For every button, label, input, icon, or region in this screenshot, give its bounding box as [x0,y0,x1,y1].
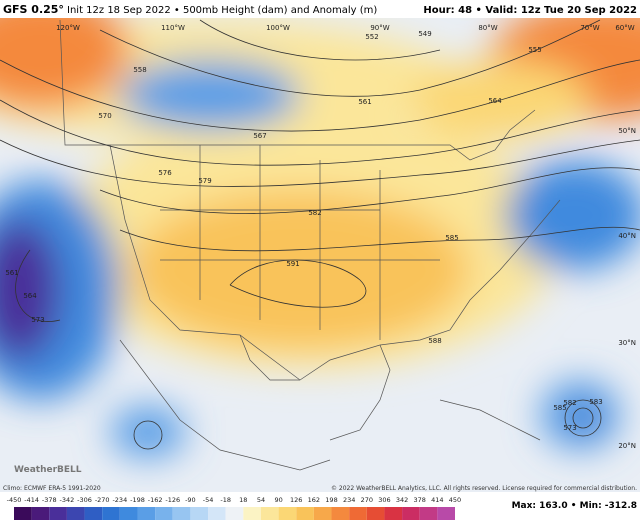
color-scale-label: 414 [431,496,443,504]
contour-label: 573 [31,316,44,324]
longitude-label: 90°W [370,24,389,32]
color-scale-label: 306 [378,496,390,504]
color-scale-swatch [102,507,120,520]
color-scale-label: -18 [220,496,231,504]
contour-label: 582 [308,209,321,217]
color-scale-swatch [31,507,50,520]
color-scale-label: -306 [77,496,92,504]
color-scale-swatch [14,507,32,520]
color-scale-swatch [49,507,67,520]
contour-label: 558 [133,66,146,74]
longitude-label: 110°W [161,24,185,32]
contour-label: 564 [23,292,37,300]
header-subtitle: Init 12z 18 Sep 2022 • 500mb Height (dam… [67,5,377,16]
color-scale-label: -90 [185,496,196,504]
color-scale-swatch [260,507,279,520]
contour-label: 561 [5,269,18,277]
color-scale-label: 198 [325,496,337,504]
header-bar [0,0,640,18]
color-scale-swatch [349,507,367,520]
latitude-label: 50°N [618,127,636,135]
color-scale-swatch [366,507,385,520]
contour-label: 585 [445,234,458,242]
color-scale-label: 90 [274,496,282,504]
logo: WeatherBELL [14,465,82,475]
contour-label: 570 [98,112,111,120]
longitude-label: 100°W [266,24,290,32]
contour-label: 585 [553,404,566,412]
color-scale-label: -126 [165,496,180,504]
color-scale-label: 54 [257,496,265,504]
color-scale-swatch [419,507,438,520]
color-scale-label: 162 [308,496,320,504]
color-scale-label: -414 [24,496,39,504]
contour-label: 576 [158,169,172,177]
color-scale-label: -234 [112,496,127,504]
borders [59,19,561,471]
contour-label: 567 [253,132,266,140]
contour-label: 564 [488,97,502,105]
max-min: Max: 163.0 • Min: -312.8 [512,501,637,511]
color-scale-swatch [155,507,173,520]
contour-label: 552 [365,33,378,41]
color-scale-swatch [84,507,103,520]
color-scale-swatch [384,507,403,520]
contour-label: 583 [589,398,602,406]
color-scale-swatch [66,507,85,520]
longitude-label: 80°W [478,24,497,32]
contour-label: 579 [198,177,211,185]
color-scale-label: -54 [203,496,214,504]
contour-label: 561 [358,98,371,106]
color-scale-label: 270 [361,496,373,504]
color-scale-label: -270 [95,496,110,504]
color-scale-label: -162 [148,496,163,504]
color-scale-label: 126 [290,496,302,504]
longitude-label: 60°W [615,24,634,32]
map [0,18,640,492]
height-contours [0,19,640,450]
color-scale-label: -198 [130,496,145,504]
credit: © 2022 WeatherBELL Analytics, LLC. All r… [331,485,637,492]
color-scale-label: -342 [60,496,75,504]
color-scale-swatch [437,507,455,520]
contour-label: 549 [418,30,431,38]
color-scale-label: 234 [343,496,355,504]
color-scale-label: 18 [239,496,247,504]
contour-label: 582 [563,399,576,407]
color-scale-swatch [190,507,209,520]
color-scale-swatch [296,507,314,520]
latitude-label: 20°N [618,442,636,450]
contour-label: 573 [563,424,576,432]
color-scale-swatch [243,507,261,520]
latitude-label: 40°N [618,232,636,240]
color-scale-swatch [119,507,138,520]
color-scale-swatch [137,507,156,520]
color-scale-label: -450 [7,496,22,504]
color-scale-label: 378 [414,496,426,504]
color-scale-swatch [313,507,332,520]
color-scale-label: 450 [449,496,461,504]
color-scale-swatch [278,507,297,520]
color-scale-swatch [331,507,350,520]
color-scale-swatch [172,507,191,520]
latitude-label: 30°N [618,339,636,347]
contour-label: 555 [528,46,541,54]
longitude-label: 70°W [580,24,599,32]
climo-note: Climo: ECMWF ERA-5 1991-2020 [3,485,101,492]
color-scale-label: 342 [396,496,408,504]
model-name: GFS 0.25° [3,3,64,16]
contour-label: 591 [286,260,299,268]
valid-time: Hour: 48 • Valid: 12z Tue 20 Sep 2022 [423,5,637,16]
color-scale-swatch [402,507,420,520]
contour-label: 588 [428,337,441,345]
color-scale-label: -378 [42,496,57,504]
color-scale-swatch [225,507,244,520]
color-scale-swatch [208,507,226,520]
longitude-label: 120°W [56,24,80,32]
